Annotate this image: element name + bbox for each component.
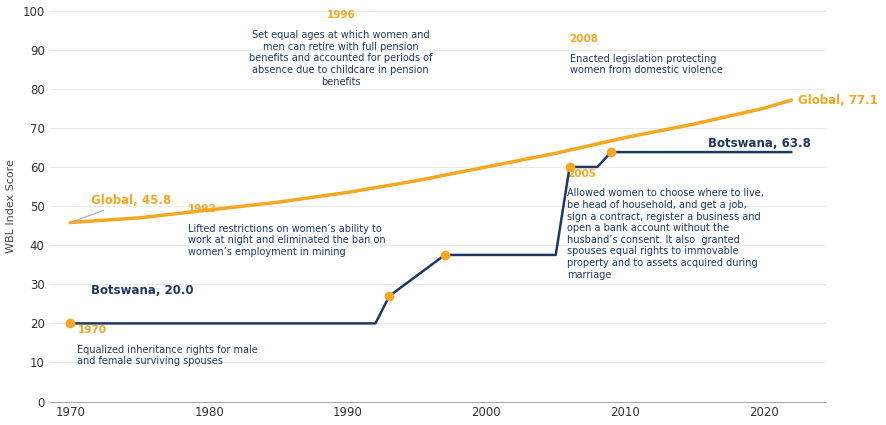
Text: Enacted legislation protecting
women from domestic violence: Enacted legislation protecting women fro… <box>569 54 722 75</box>
Text: Botswana, 20.0: Botswana, 20.0 <box>91 283 194 297</box>
Text: Allowed women to choose where to live,
be head of household, and get a job,
sign: Allowed women to choose where to live, b… <box>566 188 763 280</box>
Text: Lifted restrictions on women’s ability to
work at night and eliminated the ban o: Lifted restrictions on women’s ability t… <box>188 224 385 257</box>
Text: Botswana, 63.8: Botswana, 63.8 <box>707 137 810 150</box>
Text: Equalized inheritance rights for male
and female surviving spouses: Equalized inheritance rights for male an… <box>77 345 258 366</box>
Text: 1992: 1992 <box>188 204 217 214</box>
Text: 1996: 1996 <box>326 10 354 20</box>
Text: 2005: 2005 <box>566 169 595 179</box>
Text: 2008: 2008 <box>569 34 598 44</box>
Text: Global, 77.1: Global, 77.1 <box>797 94 877 107</box>
Text: Set equal ages at which women and
men can retire with full pension
benefits and : Set equal ages at which women and men ca… <box>249 30 432 87</box>
Text: 1970: 1970 <box>77 325 106 335</box>
Text: Global, 45.8: Global, 45.8 <box>73 194 171 221</box>
Y-axis label: WBL Index Score: WBL Index Score <box>5 159 16 253</box>
